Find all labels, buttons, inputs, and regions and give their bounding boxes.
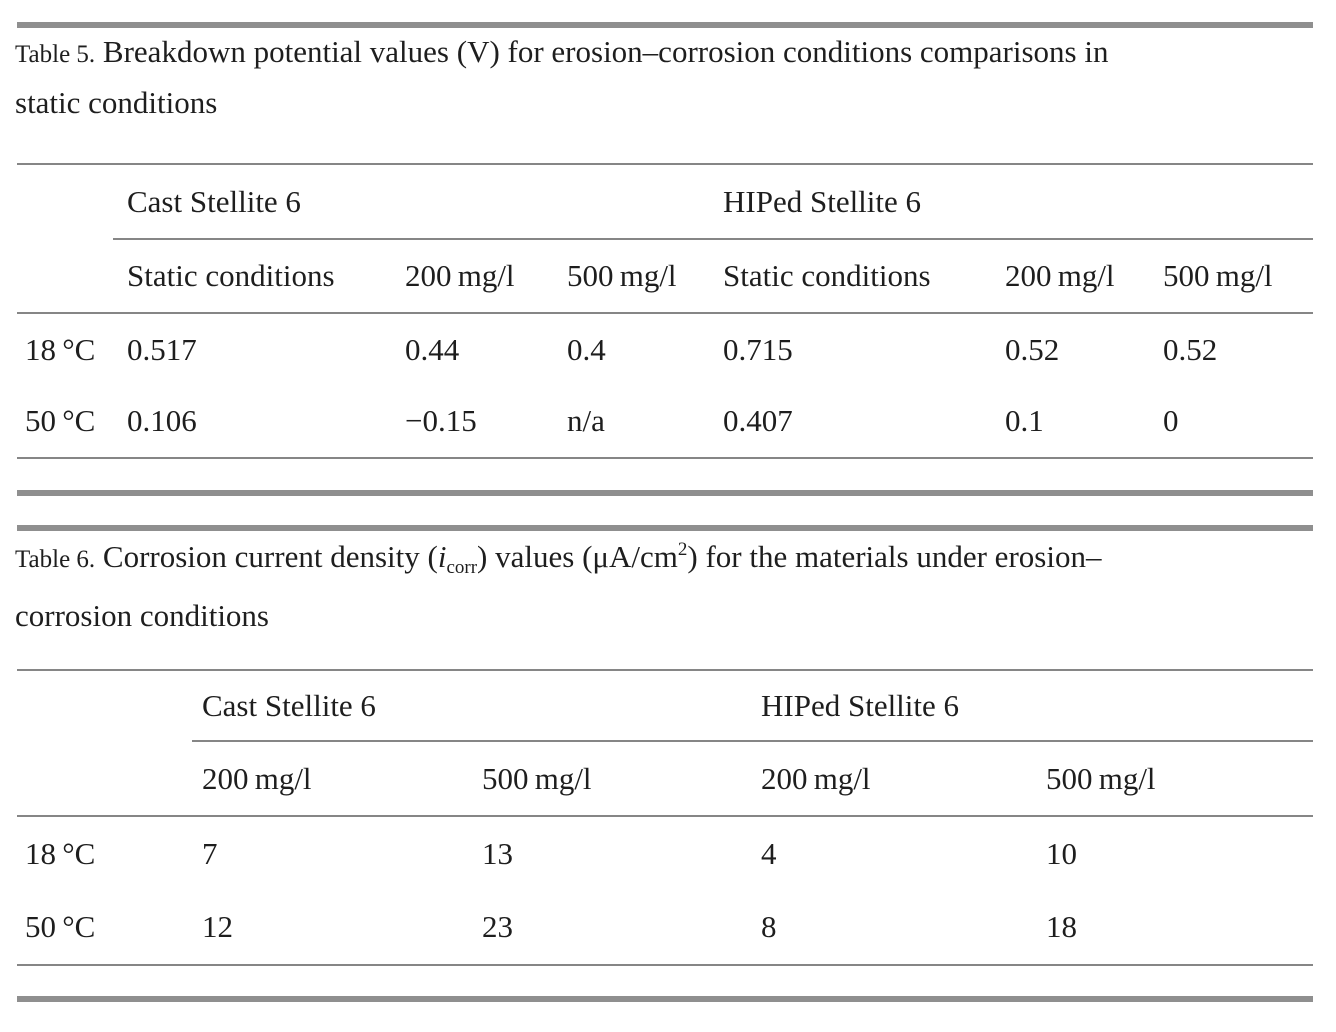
table5-data-cell: −0.15 bbox=[405, 403, 477, 438]
table5-opening-bar bbox=[17, 22, 1313, 28]
table5-col-header: Static conditions bbox=[709, 240, 991, 314]
table6-row-label: 18 °C bbox=[25, 835, 96, 871]
table5-caption-line2: static conditions bbox=[15, 85, 218, 120]
table5-group-header-hiped: HIPed Stellite 6 bbox=[709, 165, 1313, 240]
table5-data-cell: n/a bbox=[567, 403, 605, 438]
table-corner-cell bbox=[17, 240, 113, 314]
table5-col-header: 200 mg/l bbox=[991, 240, 1149, 314]
table6-caption: Table 6. Corrosion current density (icor… bbox=[15, 526, 1325, 640]
table6-data-cell: 23 bbox=[482, 909, 513, 944]
table6-data-cell: 7 bbox=[202, 835, 218, 871]
table6-caption-prefix: Table 6. bbox=[15, 546, 96, 573]
cm-superscript: 2 bbox=[677, 539, 688, 560]
table6-data-cell: 18 bbox=[1046, 909, 1077, 944]
table5-group-header-cast: Cast Stellite 6 bbox=[113, 165, 709, 240]
table5-data-cell: 0.52 bbox=[1005, 331, 1060, 367]
table5-caption-text: Breakdown potential values (V) for erosi… bbox=[95, 34, 1109, 69]
table5-row-label: 50 °C bbox=[25, 403, 96, 438]
table5-col-header: 200 mg/l bbox=[391, 240, 553, 314]
table5-row-label: 18 °C bbox=[25, 331, 96, 367]
table5-data-cell: 0.1 bbox=[1005, 403, 1044, 438]
table6-col-header: 500 mg/l bbox=[472, 742, 751, 817]
table6-data-cell: 13 bbox=[482, 835, 513, 871]
table5-col-header: 500 mg/l bbox=[1149, 240, 1313, 314]
table5-data-cell: 0.106 bbox=[127, 403, 197, 438]
table-corner-cell bbox=[17, 165, 113, 240]
table5-closing-bar bbox=[17, 490, 1313, 496]
table6-caption-line2: corrosion conditions bbox=[15, 598, 269, 633]
table-corner-cell bbox=[17, 671, 192, 742]
table6-closing-bar bbox=[17, 996, 1313, 1002]
table6-data-cell: 4 bbox=[761, 835, 777, 871]
icorr-symbol: i bbox=[437, 539, 447, 574]
table5-caption: Table 5. Breakdown potential values (V) … bbox=[15, 28, 1325, 127]
table6-col-header: 200 mg/l bbox=[192, 742, 472, 817]
table5-data-cell: 0.407 bbox=[723, 403, 793, 438]
table5-col-header: 500 mg/l bbox=[553, 240, 709, 314]
table5: Cast Stellite 6 HIPed Stellite 6 Static … bbox=[17, 163, 1313, 459]
table6-group-header-hiped: HIPed Stellite 6 bbox=[751, 671, 1313, 742]
table5-data-cell: 0.715 bbox=[723, 331, 793, 367]
table6: Cast Stellite 6 HIPed Stellite 6 200 mg/… bbox=[17, 669, 1313, 966]
table6-caption-text: ) values (μA/cm bbox=[477, 539, 678, 574]
table6-data-cell: 8 bbox=[761, 909, 777, 944]
table6-col-header: 500 mg/l bbox=[1036, 742, 1313, 817]
table6-col-header: 200 mg/l bbox=[751, 742, 1036, 817]
icorr-subscript: corr bbox=[446, 557, 478, 578]
table5-data-cell: 0 bbox=[1163, 403, 1179, 438]
table6-caption-text: Corrosion current density ( bbox=[95, 539, 438, 574]
table6-opening-bar bbox=[17, 525, 1313, 531]
table5-caption-prefix: Table 5. bbox=[15, 41, 96, 68]
table5-data-cell: 0.52 bbox=[1163, 331, 1218, 367]
table5-data-cell: 0.517 bbox=[127, 331, 197, 367]
table6-row-label: 50 °C bbox=[25, 909, 96, 944]
table5-data-cell: 0.44 bbox=[405, 331, 460, 367]
table6-caption-line1: Table 6. Corrosion current density (icor… bbox=[15, 526, 1325, 592]
table5-caption-line1: Table 5. Breakdown potential values (V) … bbox=[15, 28, 1325, 79]
table6-group-header-cast: Cast Stellite 6 bbox=[192, 671, 751, 742]
table6-caption-text: ) for the materials under erosion– bbox=[687, 539, 1102, 574]
table6-data-cell: 12 bbox=[202, 909, 233, 944]
table-corner-cell bbox=[17, 742, 192, 817]
table5-data-cell: 0.4 bbox=[567, 331, 606, 367]
table6-data-cell: 10 bbox=[1046, 835, 1077, 871]
table5-col-header: Static conditions bbox=[113, 240, 391, 314]
